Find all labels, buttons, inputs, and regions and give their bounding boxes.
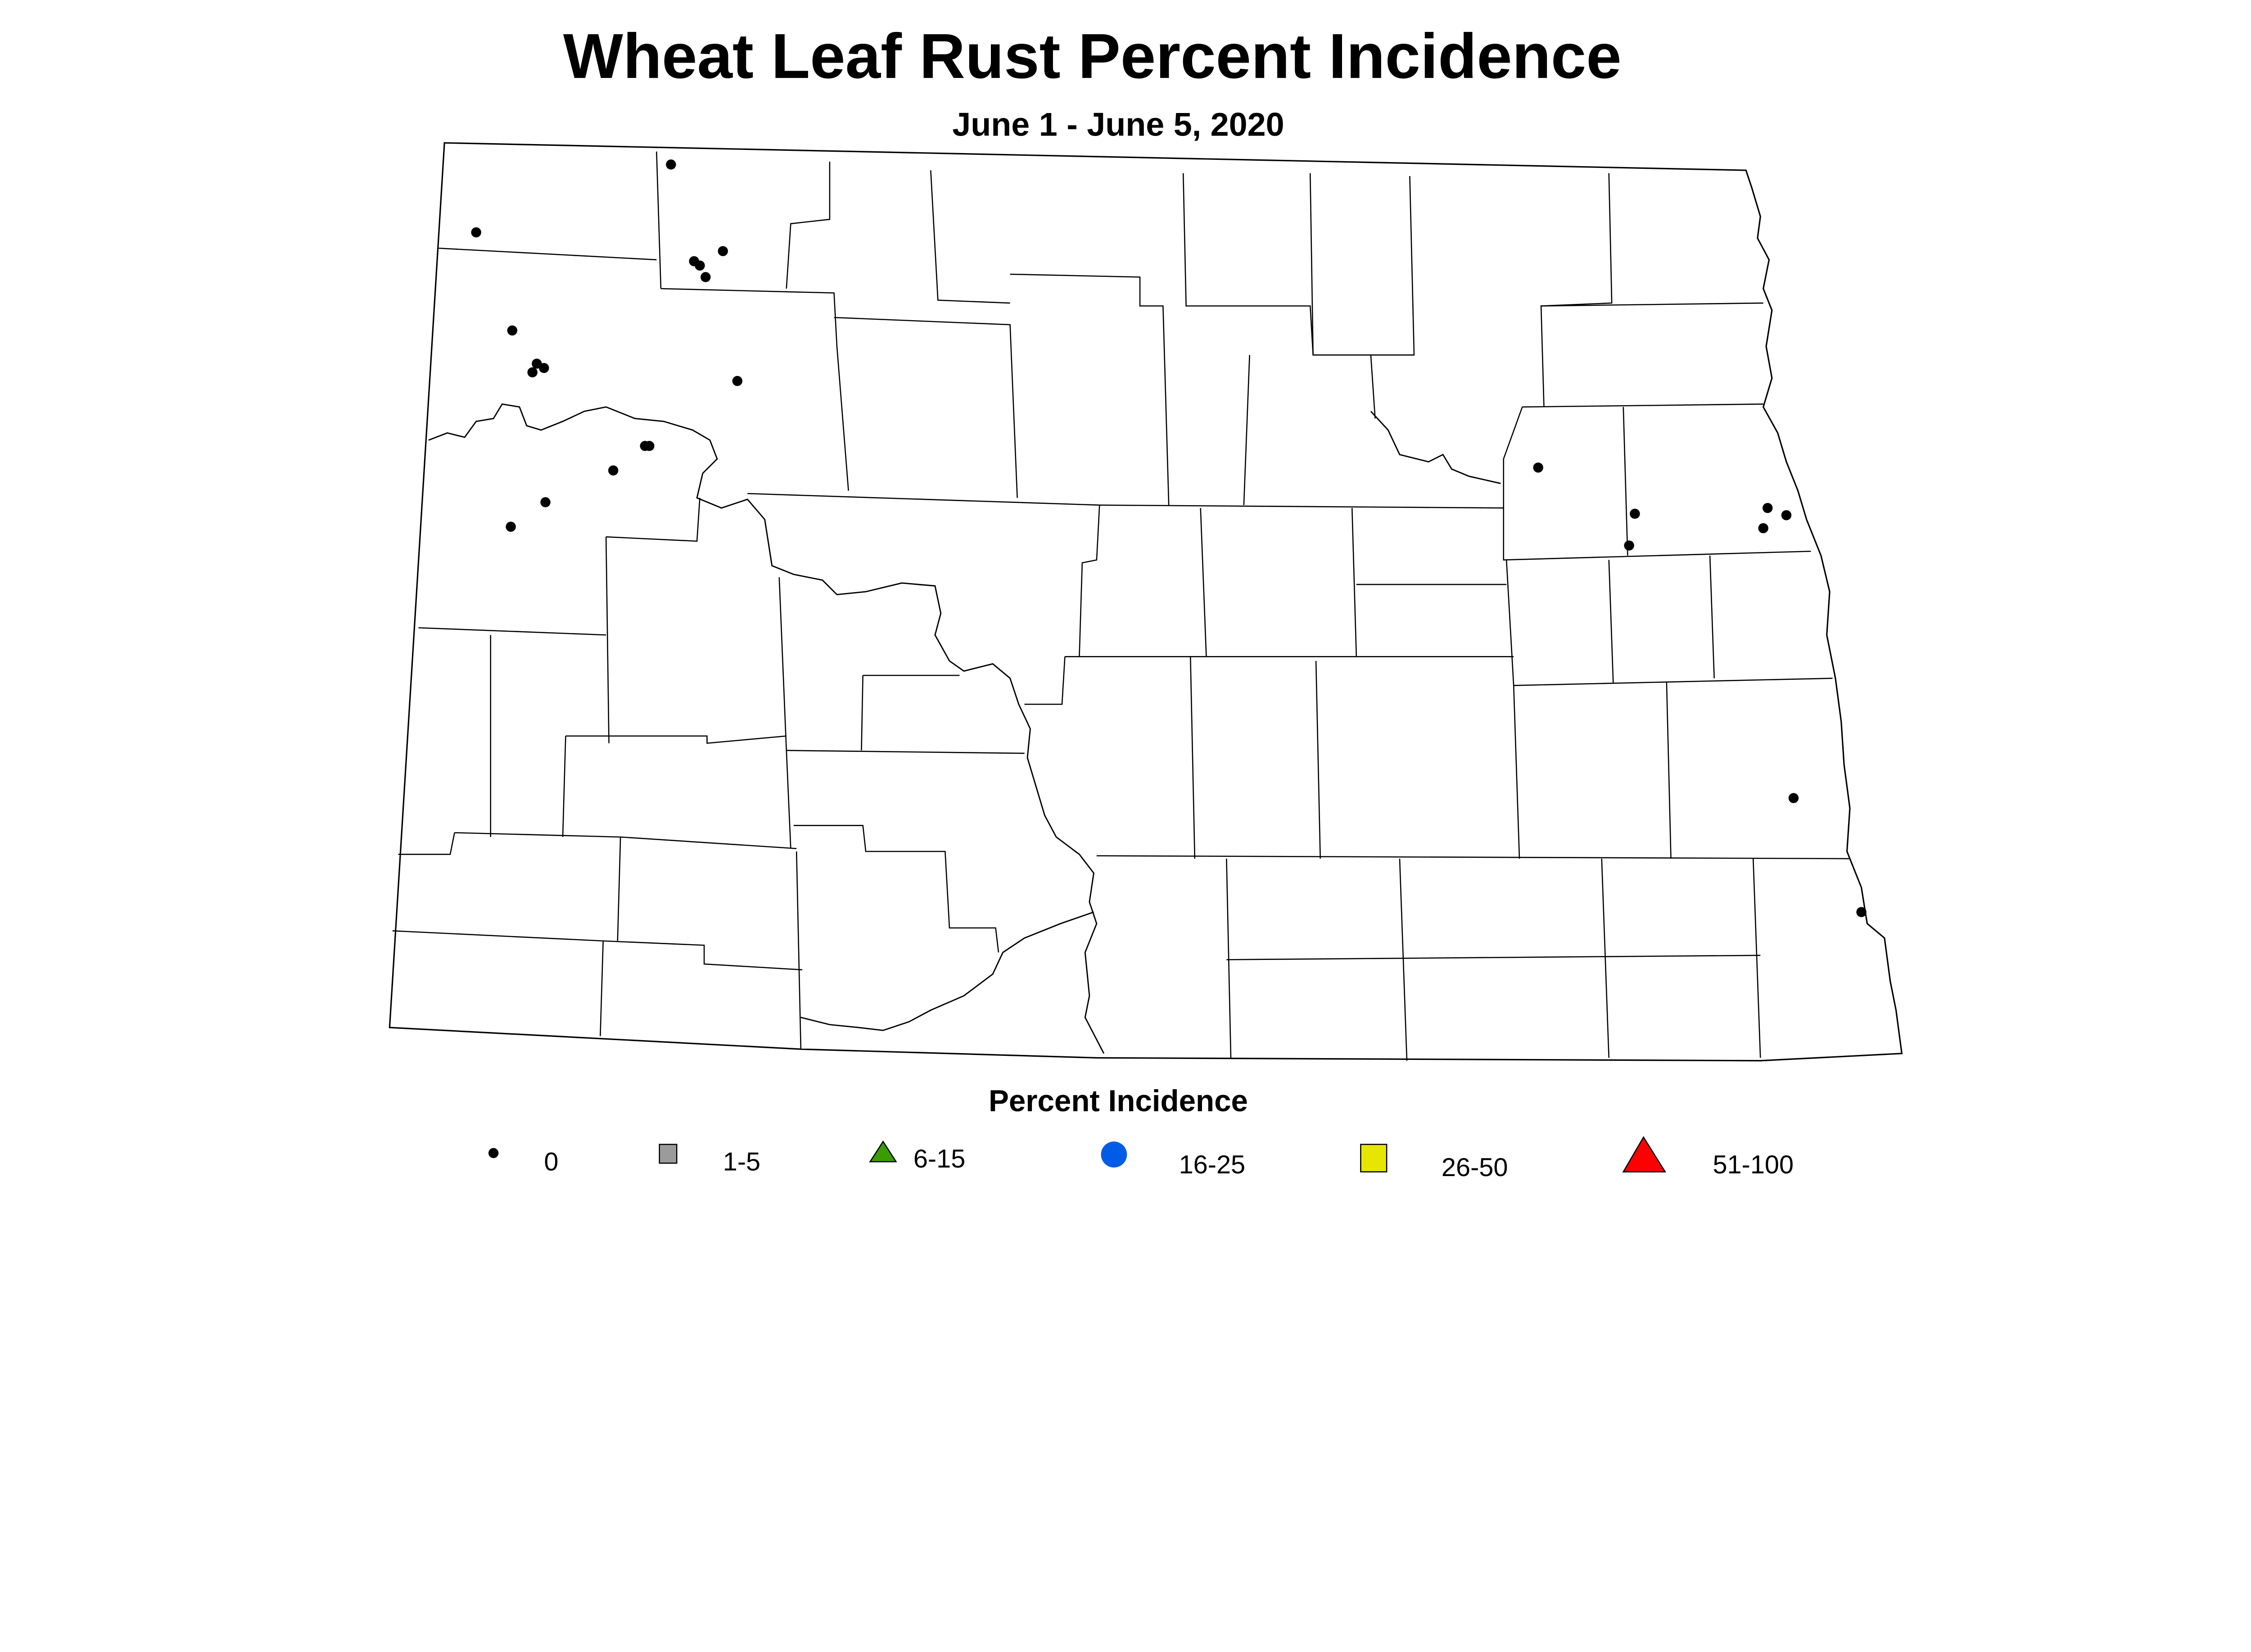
county-line [786,161,831,289]
county-line [930,170,1010,304]
county-line [1315,661,1321,859]
county-line [656,151,662,289]
observation-point [1781,510,1792,520]
legend-label-6-15: 6-15 [913,1145,965,1173]
county-line [834,317,1018,498]
county-line [1666,682,1672,859]
county-line [1226,955,1761,960]
county-line [1370,355,1376,419]
county-line [1541,302,1763,307]
map-subtitle: June 1 - June 5, 2020 [952,105,1284,143]
county-line [1540,173,1613,407]
county-line [1096,855,1850,860]
county-line [1351,508,1357,657]
county-line [786,750,1025,754]
observation-points [471,159,1867,917]
county-line [1243,355,1250,505]
county-line [1623,407,1628,556]
county-line [617,837,621,941]
observation-point [1788,793,1799,803]
county-line [660,288,849,491]
map: Wheat Leaf Rust Percent Incidence June 1… [389,20,1903,1182]
legend-symbol-6-15 [869,1140,897,1163]
county-line [1522,403,1763,408]
legend-symbol-51-100 [1622,1136,1667,1172]
observation-point [701,272,711,282]
observation-point [1533,462,1543,473]
legend-title: Percent Incidence [989,1084,1248,1118]
legend-label-0: 0 [544,1147,558,1176]
observation-point [471,227,481,238]
county-line [562,736,566,837]
observation-point [1630,508,1640,519]
county-line [1099,504,1504,509]
observation-point [695,260,705,271]
county-line [1601,859,1609,1058]
river-line [800,911,1094,1031]
county-line [793,825,999,953]
county-line [1503,407,1811,561]
legend: 0 1-5 6-15 16-25 26-50 51-100 [488,1136,1794,1182]
county-line [1309,173,1314,355]
observation-point [644,441,655,451]
county-line [605,537,610,743]
county-line [1709,555,1715,679]
legend-symbol-16-25 [1101,1141,1127,1168]
county-line [1010,273,1170,505]
county-boundaries [392,151,1850,1061]
county-line [392,930,803,971]
county-line [606,498,701,542]
county-line [1024,656,1066,705]
county-line [438,248,657,261]
county-line [1752,859,1761,1058]
county-line [747,493,1100,657]
river-boundaries [428,403,1501,1054]
county-line [1399,859,1408,1061]
observation-point [1758,523,1768,534]
legend-label-1-5: 1-5 [723,1147,760,1176]
county-line [1514,678,1833,686]
county-line [1182,173,1415,356]
legend-symbol-1-5 [659,1144,678,1164]
observation-point [507,325,518,336]
legend-label-16-25: 16-25 [1179,1150,1246,1179]
legend-symbol-0 [488,1148,499,1159]
county-line [398,833,455,855]
county-line [565,735,786,744]
observation-point [732,376,743,386]
observation-point [666,159,676,170]
observation-point [608,465,619,476]
county-line [418,627,606,636]
observation-point [1856,907,1867,917]
county-line [1189,656,1196,859]
observation-point [506,521,516,532]
county-line [1200,508,1207,657]
observation-point [540,497,551,507]
state-outline [389,142,1903,1062]
observation-point [718,246,728,256]
river-line [428,403,1105,1054]
county-line [861,675,863,751]
map-title: Wheat Leaf Rust Percent Incidence [563,20,1622,91]
legend-label-51-100: 51-100 [1713,1150,1794,1179]
county-line [1608,560,1614,683]
county-line [600,941,604,1036]
river-line [1370,411,1501,484]
observation-point [1763,502,1773,513]
legend-symbol-26-50 [1360,1144,1388,1172]
observation-point [1624,540,1634,551]
county-line [796,851,802,1050]
observation-point [539,363,549,373]
county-line [1226,859,1232,1058]
legend-label-26-50: 26-50 [1442,1153,1508,1182]
observation-point [527,367,538,378]
